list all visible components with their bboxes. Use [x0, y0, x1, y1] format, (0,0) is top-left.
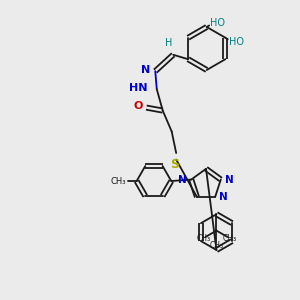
Text: O: O [134, 101, 143, 111]
Text: CH₃: CH₃ [209, 241, 224, 250]
Text: CH₃: CH₃ [196, 234, 211, 243]
Text: HN: HN [129, 82, 147, 93]
Text: S: S [170, 158, 179, 171]
Text: CH₃: CH₃ [110, 176, 126, 185]
Text: N: N [225, 175, 234, 184]
Text: N: N [178, 175, 187, 184]
Text: HO: HO [229, 37, 244, 46]
Text: HO: HO [210, 18, 225, 28]
Text: N: N [219, 192, 228, 202]
Text: H: H [165, 38, 172, 48]
Text: CH₃: CH₃ [222, 234, 236, 243]
Text: N: N [141, 65, 150, 75]
